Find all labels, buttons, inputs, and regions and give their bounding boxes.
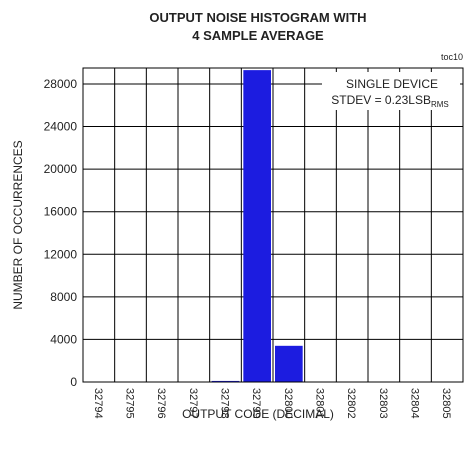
chart-title: OUTPUT NOISE HISTOGRAM WITH [149, 10, 366, 25]
x-tick-label: 32805 [440, 388, 452, 419]
x-tick-label: 32800 [282, 388, 294, 419]
y-tick-label: 8000 [50, 290, 77, 304]
y-tick-label: 20000 [44, 162, 78, 176]
y-tick-label: 4000 [50, 332, 77, 346]
y-tick-label: 28000 [44, 77, 78, 91]
x-tick-label: 32802 [345, 388, 357, 419]
x-tick-label: 32801 [314, 388, 326, 419]
y-tick-label: 0 [70, 375, 77, 389]
x-tick-label: 32798 [219, 388, 231, 419]
y-tick-label: 16000 [44, 205, 78, 219]
bar [211, 380, 240, 382]
x-tick-label: 32796 [155, 388, 167, 419]
annotation: STDEV = 0.23LSBRMS [331, 93, 449, 109]
annotation-subscript: RMS [431, 100, 449, 109]
y-tick-label: 24000 [44, 120, 78, 134]
bar [275, 345, 303, 382]
x-tick-label: 32804 [409, 388, 421, 419]
x-tick-label: 32794 [92, 388, 104, 419]
x-tick-label: 32803 [377, 388, 389, 419]
y-tick-label: 12000 [44, 247, 78, 261]
annotation-box [322, 72, 460, 110]
annotation-text: STDEV = 0.23LSB [331, 93, 431, 107]
bar [243, 70, 271, 382]
plot-frame [82, 67, 464, 383]
annotation: SINGLE DEVICE [346, 77, 438, 91]
figure-id: toc10 [441, 52, 463, 62]
x-tick-label: 32797 [187, 388, 199, 419]
x-tick-label: 32795 [124, 388, 136, 419]
y-axis-label: NUMBER OF OCCURRENCES [11, 140, 25, 309]
x-tick-label: 32799 [250, 388, 262, 419]
x-axis-label: OUTPUT CODE (DECIMAL) [182, 407, 334, 421]
chart-title: 4 SAMPLE AVERAGE [192, 28, 324, 43]
